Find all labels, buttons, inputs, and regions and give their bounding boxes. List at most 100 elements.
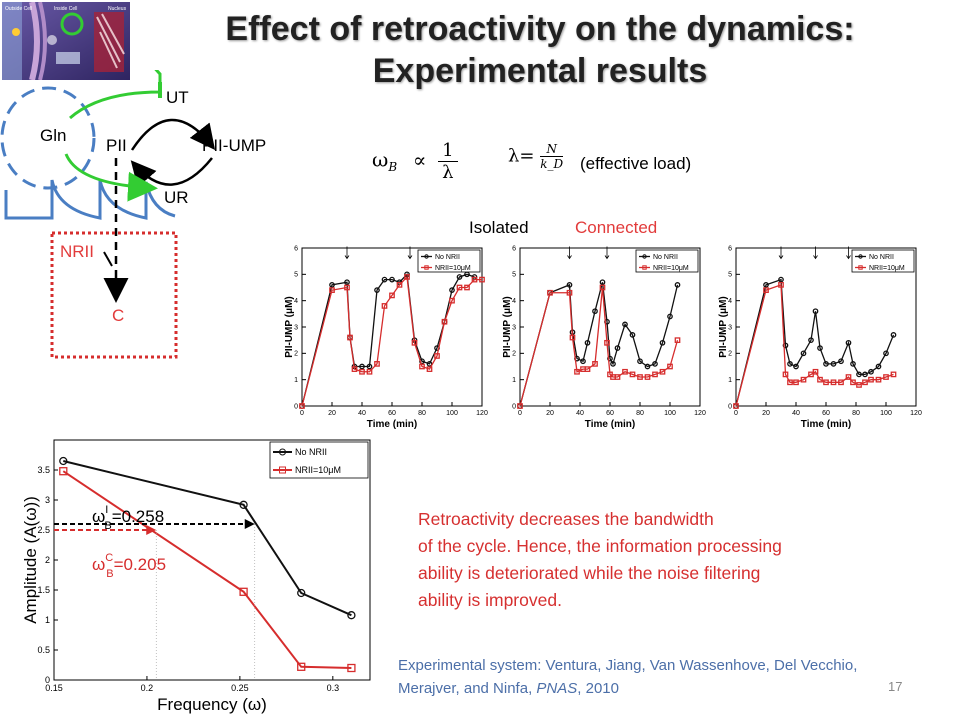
data-point [592,361,598,367]
legend-marker [424,254,429,259]
data-point [426,361,433,367]
data-point [366,363,373,370]
retro-line-4: ability is improved. [418,590,562,610]
x-tick-label: 60 [388,410,396,417]
data-point [389,276,395,283]
legend-box [269,441,369,479]
y-tick-label: 4 [294,298,298,305]
data-point [830,379,837,386]
y-axis-label: PII-UMP (μM) [284,296,295,357]
x-tick-label: 40 [358,410,366,417]
data-point [622,368,628,375]
legend-label: NRII=10μM [435,265,471,272]
svg-text:Outside Cell: Outside Cell [5,6,32,12]
data-point [239,500,248,509]
y-tick-label: 0.5 [37,645,50,655]
legend-label: No NRII [869,254,894,261]
y-tick-label: 5 [728,272,732,279]
data-point [808,337,814,344]
x-tick-label: 20 [328,410,336,417]
data-point [674,282,681,288]
data-point [845,374,852,380]
x-tick-label: 120 [910,410,922,417]
pii-ump-label: PII-UMP [202,136,267,155]
y-tick-label: 4 [728,298,732,305]
timecourse-chart-1: 0 20 40 60 80 100 120 0 1 2 3 4 5 6 Time (min) PII-UMP … [284,245,488,430]
credit-year: , 2010 [577,680,619,697]
x-tick-label: 80 [636,410,644,417]
data-point [566,289,573,296]
data-point [456,274,463,280]
x-axis-label: Time (min) [585,419,635,430]
data-point [856,382,862,388]
timecourse-chart-2: 0 20 40 60 80 100 120 0 1 2 3 4 5 6 Time (min) PII-UMP … [502,245,706,430]
data-point [817,376,823,383]
data-point [456,284,463,291]
pulse-arrowhead [407,255,413,260]
data-point [389,292,395,299]
x-tick-label: 0.2 [141,683,154,693]
data-point [599,284,606,291]
x-tick-label: 20 [546,410,554,417]
series-line-1 [301,275,482,407]
y-tick-label: 4 [512,298,516,305]
nrii-label: NRII [60,242,94,261]
data-point [812,308,819,315]
data-point [426,366,433,372]
retro-line-1: Retroactivity decreases the bandwidth [418,509,714,529]
legend-marker [642,265,647,270]
gln-to-ur-line [64,153,158,202]
data-point [297,588,306,598]
data-point [569,334,576,341]
legend-marker [279,448,286,456]
data-point [381,276,388,283]
data-point [652,361,658,367]
legend-marker [279,466,286,474]
data-point [359,368,365,375]
y-tick-label: 3.5 [37,465,50,475]
data-point [875,376,882,383]
data-point [347,663,356,673]
data-point [644,363,651,370]
data-point [351,366,358,372]
y-tick-label: 1 [45,615,50,625]
data-point [667,313,673,320]
bandwidth-connected-arrowhead [146,525,157,535]
x-tick-label: 0.15 [45,683,63,693]
y-tick-label: 1 [512,377,516,384]
y-tick-label: 0 [45,675,50,685]
y-tick-label: 2 [294,351,298,358]
experimental-credit: Experimental system: Ventura, Jiang, Van… [398,654,938,700]
plot-area [301,247,483,407]
data-point [778,282,784,288]
y-axis-label: PII-UMP (μM) [718,296,729,357]
pulse-arrowhead [567,255,572,260]
data-point [838,358,844,365]
lambda-formula: λ= N k_D [508,142,564,171]
y-tick-label: 6 [728,245,732,252]
retro-line-3: ability is deteriorated while the noise … [418,563,761,583]
x-tick-label: 0 [300,410,304,417]
y-tick-label: 0 [512,403,516,410]
data-point [787,361,793,367]
data-point [644,374,651,380]
x-tick-label: 40 [792,410,800,417]
omega-subscript: B [388,160,398,175]
y-tick-label: 1 [728,377,732,384]
data-point [607,355,613,362]
series-line-1 [62,470,352,669]
data-point [449,297,455,304]
y-tick-label: 5 [294,272,298,279]
data-point [359,363,365,370]
lambda-eq: λ= [508,145,535,167]
downstream-load-box [50,231,178,359]
data-point [830,361,837,367]
x-tick-label: 60 [822,410,830,417]
y-axis-label: Amplitude (A(ω)) [21,496,40,624]
data-point [347,334,353,341]
x-tick-label: 100 [446,410,458,417]
svg-text:Inside Cell: Inside Cell [54,6,77,12]
data-point [667,363,673,370]
x-tick-label: 0.3 [327,683,340,693]
data-point [883,374,889,380]
